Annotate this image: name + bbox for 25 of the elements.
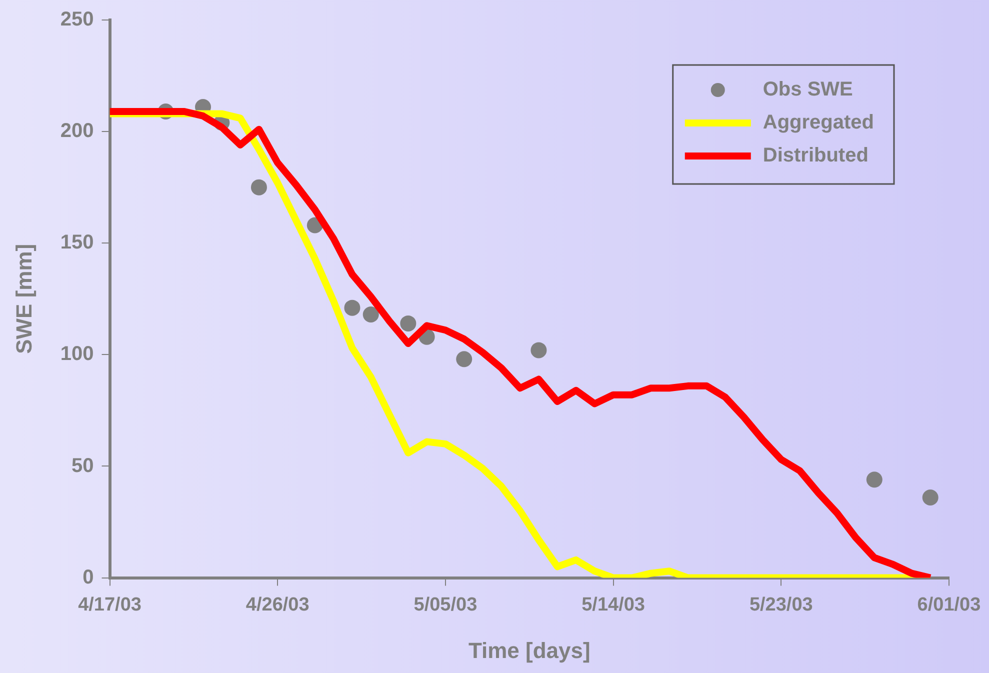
y-tick-label: 150 (60, 232, 94, 254)
point (530, 342, 547, 358)
legend-label: Distributed (762, 144, 868, 167)
y-tick-label: 0 (82, 566, 94, 588)
y-tick-label: 100 (60, 343, 94, 366)
point (866, 472, 882, 488)
x-tick-label: 4/17/03 (78, 594, 142, 616)
point (362, 306, 379, 323)
x-tick-label: 4/26/03 (246, 594, 310, 616)
point (922, 489, 938, 506)
y-tick-label: 50 (72, 454, 94, 477)
x-tick-label: 5/23/03 (749, 594, 813, 616)
point (456, 351, 472, 368)
y-tick-label: 200 (60, 120, 94, 142)
point (250, 179, 267, 196)
legend-label: Obs SWE (762, 78, 853, 101)
legend-label: Aggregated (762, 112, 874, 134)
x-tick-label: 5/14/03 (582, 594, 646, 616)
y-tick-label: 250 (60, 8, 94, 31)
x-tick-label: 6/01/03 (917, 594, 981, 616)
x-tick-label: 5/05/03 (414, 594, 478, 616)
point (344, 300, 360, 316)
y-axis-title: SWE [mm] (11, 244, 36, 354)
point (400, 315, 416, 332)
x-axis-title: Time [days] (468, 638, 590, 663)
